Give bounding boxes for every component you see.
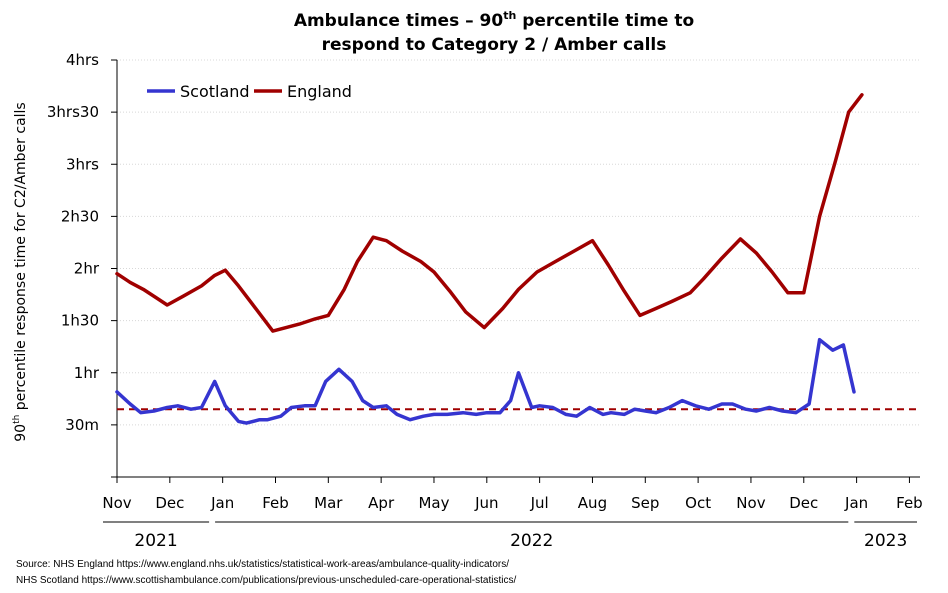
y-tick-label: 3hrs	[66, 155, 99, 173]
x-tick-label: Nov	[736, 494, 765, 512]
y-tick-labels: 30m 1hr 1h30 2hr 2h30 3hrs 3hrs30 4hrs	[47, 51, 100, 434]
series-line-scotland	[115, 337, 856, 425]
x-tick-labels: Nov Dec Jan Feb Mar Apr May Jun Jul Aug Sep Oct Nov D…	[102, 494, 922, 512]
x-tick-label: Jun	[474, 494, 498, 512]
y-tick-label: 30m	[65, 416, 99, 434]
year-label: 2022	[510, 531, 553, 551]
x-tick-label: Sep	[631, 494, 659, 512]
source-england: Source: NHS England https://www.england.…	[16, 559, 509, 570]
y-tick-label: 1h30	[61, 312, 99, 330]
x-tick-label: Dec	[789, 494, 818, 512]
chart-title-line2: respond to Category 2 / Amber calls	[322, 35, 667, 55]
x-tick-label: Dec	[155, 494, 184, 512]
x-tick-label: Oct	[685, 494, 711, 512]
x-tick-label: Feb	[262, 494, 289, 512]
gridlines	[117, 59, 920, 426]
y-tick-label: 3hrs30	[47, 103, 99, 121]
x-tick-label: Jul	[530, 494, 549, 512]
y-tick-label: 1hr	[74, 364, 100, 382]
y-axis-label: 90th percentile response time for C2/Amb…	[12, 102, 29, 441]
source-scotland: NHS Scotland https://www.scottishambulan…	[16, 575, 517, 586]
x-tick-label: Nov	[102, 494, 131, 512]
series-line-england	[115, 93, 864, 333]
legend-label-england: England	[287, 82, 352, 101]
series-lines	[115, 93, 864, 425]
x-tick-label: May	[418, 494, 449, 512]
year-label: 2021	[134, 531, 177, 551]
x-tick-label: Mar	[314, 494, 343, 512]
legend: Scotland England	[147, 82, 352, 101]
x-tick-label: Aug	[578, 494, 607, 512]
x-tick-label: Jan	[844, 494, 868, 512]
year-labels: 2021 2022 2023	[103, 521, 917, 551]
chart-title-line1: Ambulance times – 90th percentile time t…	[294, 9, 694, 31]
y-tick-label: 2hr	[74, 260, 100, 278]
axes	[111, 59, 920, 483]
x-tick-label: Feb	[896, 494, 923, 512]
legend-label-scotland: Scotland	[180, 82, 250, 101]
y-tick-label: 2h30	[61, 207, 99, 225]
year-label: 2023	[864, 531, 907, 551]
x-tick-label: Apr	[368, 494, 395, 512]
y-tick-label: 4hrs	[66, 51, 99, 69]
x-tick-label: Jan	[210, 494, 234, 512]
